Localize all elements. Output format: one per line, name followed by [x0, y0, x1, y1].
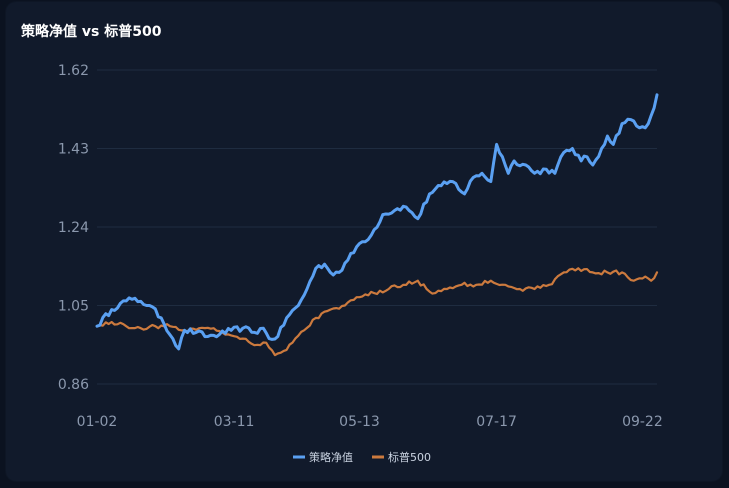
legend: 策略净值 标普500	[293, 450, 431, 464]
y-tick-label: 0.86	[58, 377, 89, 393]
x-tick-label: 07-17	[476, 414, 517, 430]
x-tick-label: 03-11	[214, 414, 255, 430]
chart-title: 策略净值 vs 标普500	[21, 24, 162, 40]
y-tick-label: 1.24	[58, 220, 89, 236]
legend-item-benchmark[interactable]: 标普500	[388, 450, 431, 464]
grid-lines	[97, 69, 657, 385]
y-tick-label: 1.62	[58, 63, 89, 79]
y-tick-label: 1.05	[58, 299, 89, 315]
x-axis-ticks: 01-02 03-11 05-13 07-17 09-22	[77, 414, 663, 430]
x-tick-label: 01-02	[77, 414, 118, 430]
series-lines	[95, 93, 659, 357]
x-tick-label: 05-13	[339, 414, 380, 430]
y-axis-ticks: 1.62 1.43 1.24 1.05 0.86	[58, 63, 89, 393]
strategy-line	[95, 93, 659, 351]
legend-item-strategy[interactable]: 策略净值	[309, 450, 353, 464]
x-tick-label: 09-22	[622, 414, 663, 430]
y-tick-label: 1.43	[58, 142, 89, 158]
